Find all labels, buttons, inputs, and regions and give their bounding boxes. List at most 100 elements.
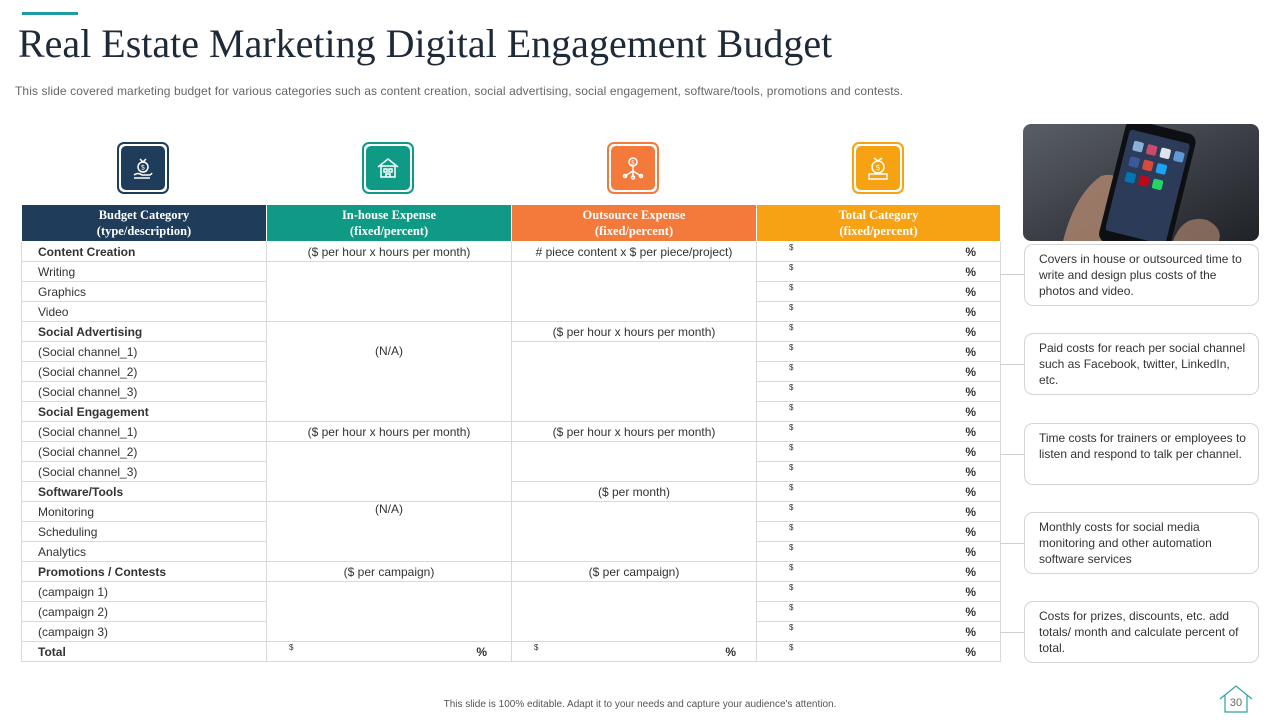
connector-line [1000,454,1024,455]
table-row: (campaign 1) $% [21,581,1001,642]
outsource-cell [511,501,757,562]
row-label: (campaign 2) [21,601,267,622]
row-label: (Social channel_3) [21,461,267,482]
connector-line [1000,274,1024,275]
table-row: Video $% [21,301,1001,322]
inhouse-cell [266,261,512,322]
title-accent-line [22,12,78,15]
total-cell: $% [756,581,1001,602]
svg-text:$: $ [875,163,880,172]
header-outsource-expense: Outsource Expense (fixed/percent) [511,204,757,242]
outsource-cell [511,261,757,322]
table-row: Promotions / Contests ($ per campaign) (… [21,561,1001,582]
row-label: (Social channel_2) [21,361,267,382]
header-budget-category: Budget Category (type/description) [21,204,267,242]
row-label: Monitoring [21,501,267,522]
row-label: Software/Tools [21,481,267,502]
total-cell: $% [756,481,1001,502]
table-row: (Social channel_2) $% [21,441,1001,502]
house-building-icon [362,142,414,194]
table-row-total: Total $% $% $% [21,641,1001,662]
outsource-cell: # piece content x $ per piece/project) [511,241,757,262]
row-label: Social Advertising [21,321,267,342]
total-cell: $% [756,401,1001,422]
table-row: (Social channel_3) $% [21,381,1001,402]
row-label-total: Total [21,641,267,662]
note-software-tools: Monthly costs for social media monitorin… [1024,512,1259,574]
total-cell: $% [756,241,1001,262]
total-cell: $% [756,361,1001,382]
table-row: Monitoring (N/A) $% [21,501,1001,562]
outsource-total-cell: $% [511,641,757,662]
money-bag-hand-icon: $ [117,142,169,194]
page-number: 30 [1218,685,1254,713]
total-cell: $% [756,381,1001,402]
table-row: Analytics $% [21,541,1001,562]
row-label: Scheduling [21,521,267,542]
page-subtitle: This slide covered marketing budget for … [15,84,904,98]
total-cell: $% [756,621,1001,642]
row-label: Social Engagement [21,401,267,422]
total-cell: $% [756,501,1001,522]
table-row: Content Creation ($ per hour x hours per… [21,241,1001,262]
inhouse-cell: (N/A) [266,321,512,422]
total-cell: $% [756,321,1001,342]
total-cell: $% [756,261,1001,282]
connector-line [1000,632,1024,633]
total-cell: $% [756,601,1001,622]
connector-line [1000,543,1024,544]
row-label: Content Creation [21,241,267,262]
header-total-category: Total Category (fixed/percent) [756,204,1001,242]
smartphone-photo [1023,124,1259,241]
row-label: (campaign 1) [21,581,267,602]
outsource-cell [511,341,757,422]
table-row: Scheduling $% [21,521,1001,542]
total-cell: $% [756,441,1001,462]
table-row: Social Advertising (N/A) ($ per hour x h… [21,321,1001,422]
page-title: Real Estate Marketing Digital Engagement… [18,21,833,66]
home-icon [1219,685,1253,713]
budget-table: Budget Category (type/description) In-hou… [21,204,1001,662]
outsource-cell [511,581,757,642]
total-cell: $% [756,301,1001,322]
table-row: Graphics $% [21,281,1001,302]
note-social-advertising: Paid costs for reach per social channel … [1024,333,1259,395]
row-label: Analytics [21,541,267,562]
table-row: (campaign 2) $% [21,601,1001,622]
total-cell: $% [756,541,1001,562]
inhouse-cell: (N/A) [266,501,512,562]
row-label: Promotions / Contests [21,561,267,582]
note-content-creation: Covers in house or outsourced time to wr… [1024,244,1259,306]
total-cell: $% [756,641,1001,662]
outsource-cell: ($ per hour x hours per month) [511,321,757,342]
total-cell: $% [756,461,1001,482]
table-row: Writing $% [21,261,1001,322]
svg-text:$: $ [141,164,145,172]
row-label: Writing [21,261,267,282]
total-cell: $% [756,561,1001,582]
table-row: (Social channel_1) ($ per hour x hours p… [21,421,1001,442]
svg-text:$: $ [631,159,635,167]
table-row: (Social channel_1) $% [21,341,1001,422]
dollar-network-icon: $ [607,142,659,194]
outsource-cell: ($ per campaign) [511,561,757,582]
row-label: (Social channel_3) [21,381,267,402]
inhouse-cell: ($ per hour x hours per month) [266,241,512,262]
inhouse-total-cell: $% [266,641,512,662]
row-label: (campaign 3) [21,621,267,642]
total-cell: $% [756,281,1001,302]
outsource-cell: ($ per month) [511,481,757,502]
row-label: (Social channel_1) [21,421,267,442]
connector-line [1000,364,1024,365]
header-inhouse-expense: In-house Expense (fixed/percent) [266,204,512,242]
inhouse-cell [266,581,512,642]
money-bag-cash-icon: $ [852,142,904,194]
row-label: Graphics [21,281,267,302]
outsource-cell: ($ per hour x hours per month) [511,421,757,442]
total-cell: $% [756,421,1001,442]
row-label: (Social channel_2) [21,441,267,462]
outsource-cell [511,441,757,482]
inhouse-cell: ($ per campaign) [266,561,512,582]
total-cell: $% [756,341,1001,362]
footer-text: This slide is 100% editable. Adapt it to… [443,699,837,710]
